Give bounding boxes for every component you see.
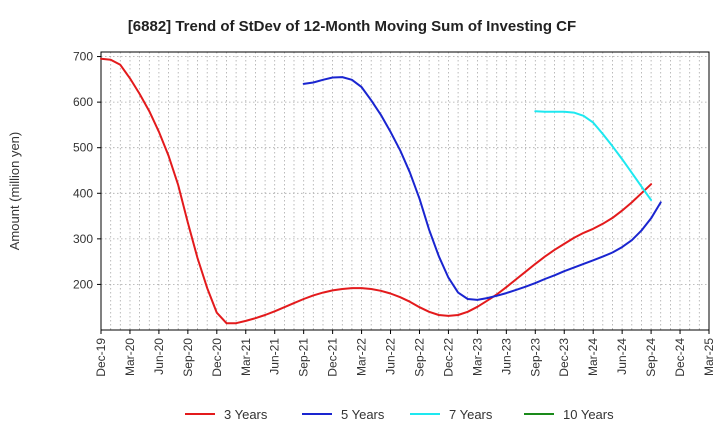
x-tick-label: Sep-22 — [412, 338, 426, 377]
x-tick-label: Mar-25 — [702, 338, 716, 376]
y-tick-label: 300 — [73, 232, 93, 246]
y-tick-label: 700 — [73, 50, 93, 64]
y-tick-label: 200 — [73, 277, 93, 291]
legend-label: 3 Years — [224, 407, 268, 422]
y-tick-label: 500 — [73, 141, 93, 155]
x-tick-label: Sep-24 — [644, 338, 658, 377]
x-tick-label: Sep-23 — [528, 338, 542, 377]
x-tick-label: Mar-21 — [239, 338, 253, 376]
series-line-3-years — [100, 57, 653, 325]
x-tick-label: Jun-20 — [152, 338, 166, 375]
series-line-5-years — [302, 76, 662, 301]
y-axis-label: Amount (million yen) — [7, 132, 22, 251]
x-tick-label: Mar-20 — [123, 338, 137, 376]
plot-border — [100, 51, 710, 331]
x-tick-label: Mar-23 — [470, 338, 484, 376]
x-tick-label: Dec-20 — [210, 338, 224, 377]
x-tick-label: Dec-23 — [557, 338, 571, 377]
series-line-7-years — [534, 110, 653, 202]
plot-area — [100, 51, 710, 331]
x-tick-label: Sep-21 — [297, 338, 311, 377]
x-tick-label: Dec-21 — [326, 338, 340, 377]
x-axis-ticks: Dec-19 Mar-20 Jun-20 Sep-20 Dec-20 Mar-21 Jun-… — [94, 330, 716, 377]
y-axis-ticks: 200 300 400 500 600 700 — [73, 50, 101, 291]
x-tick-label: Dec-19 — [94, 338, 108, 377]
x-tick-label: Dec-24 — [673, 338, 687, 377]
chart-title: [6882] Trend of StDev of 12-Month Moving… — [128, 18, 576, 35]
legend: 3 Years 5 Years 7 Years 10 Years — [185, 407, 614, 422]
legend-label: 10 Years — [563, 407, 614, 422]
x-tick-label: Jun-23 — [499, 338, 513, 375]
legend-label: 5 Years — [341, 407, 385, 422]
series-lines — [100, 57, 662, 325]
x-tick-label: Mar-22 — [355, 338, 369, 376]
x-tick-label: Jun-21 — [268, 338, 282, 375]
y-tick-label: 400 — [73, 186, 93, 200]
x-tick-label: Dec-22 — [441, 338, 455, 377]
y-tick-label: 600 — [73, 95, 93, 109]
x-tick-label: Jun-22 — [384, 338, 398, 375]
grid-lines — [101, 52, 709, 330]
x-tick-label: Mar-24 — [586, 338, 600, 376]
legend-label: 7 Years — [449, 407, 493, 422]
x-tick-label: Sep-20 — [181, 338, 195, 377]
x-tick-label: Jun-24 — [615, 338, 629, 375]
